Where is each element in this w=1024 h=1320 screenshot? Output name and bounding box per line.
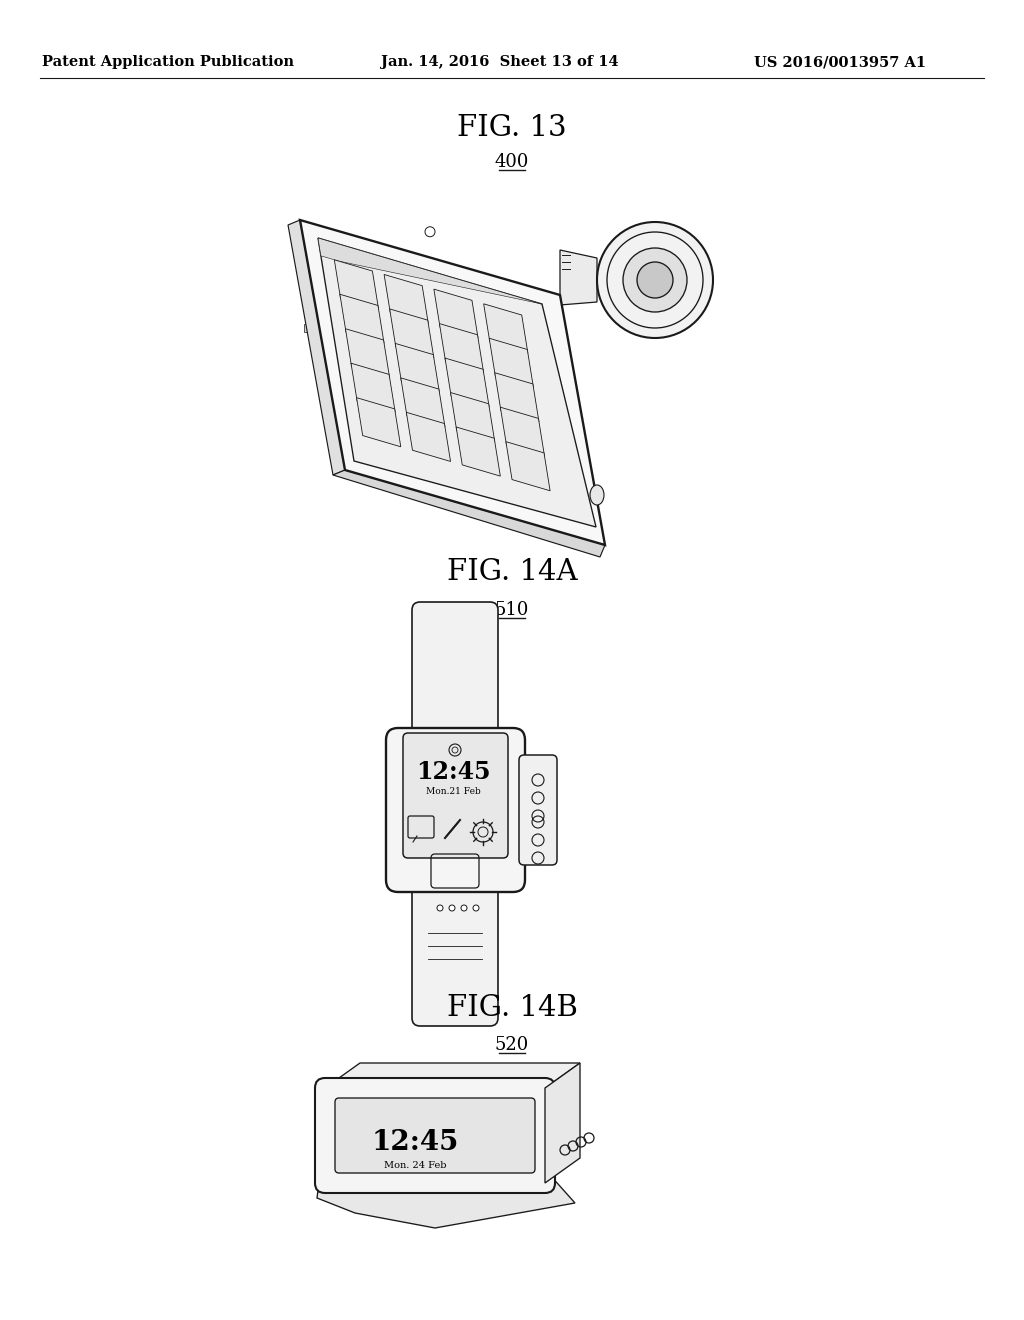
Polygon shape: [288, 220, 345, 475]
Text: FIG. 14B: FIG. 14B: [446, 994, 578, 1022]
Polygon shape: [356, 397, 400, 446]
Text: 400: 400: [495, 153, 529, 172]
FancyBboxPatch shape: [315, 1078, 555, 1193]
Polygon shape: [489, 338, 534, 387]
Polygon shape: [317, 1175, 575, 1228]
FancyBboxPatch shape: [412, 602, 498, 748]
Polygon shape: [506, 442, 550, 491]
FancyBboxPatch shape: [412, 870, 498, 1026]
Polygon shape: [325, 1063, 580, 1088]
Polygon shape: [318, 238, 596, 527]
Polygon shape: [501, 407, 545, 457]
Polygon shape: [333, 470, 605, 557]
Text: 12:45: 12:45: [416, 760, 490, 784]
Text: FIG. 14A: FIG. 14A: [446, 558, 578, 586]
Polygon shape: [345, 329, 390, 378]
FancyBboxPatch shape: [386, 729, 525, 892]
Circle shape: [623, 248, 687, 312]
Polygon shape: [560, 249, 597, 305]
Circle shape: [473, 906, 479, 911]
Circle shape: [461, 906, 467, 911]
Polygon shape: [384, 275, 428, 323]
Polygon shape: [456, 426, 501, 477]
Polygon shape: [304, 304, 310, 312]
Polygon shape: [304, 323, 310, 331]
Polygon shape: [434, 289, 478, 338]
Polygon shape: [545, 1063, 580, 1183]
Polygon shape: [495, 372, 539, 422]
Text: Jan. 14, 2016  Sheet 13 of 14: Jan. 14, 2016 Sheet 13 of 14: [381, 55, 618, 69]
Text: Mon.21 Feb: Mon.21 Feb: [426, 788, 480, 796]
Polygon shape: [407, 412, 451, 462]
Polygon shape: [300, 220, 605, 545]
Circle shape: [597, 222, 713, 338]
FancyBboxPatch shape: [519, 755, 557, 865]
Circle shape: [437, 906, 443, 911]
Polygon shape: [390, 309, 434, 358]
Text: 520: 520: [495, 1036, 529, 1053]
Ellipse shape: [590, 484, 604, 506]
Text: 12:45: 12:45: [372, 1130, 459, 1156]
Circle shape: [449, 906, 455, 911]
Text: 510: 510: [495, 601, 529, 619]
Polygon shape: [400, 378, 445, 426]
Polygon shape: [395, 343, 439, 392]
Polygon shape: [304, 284, 310, 292]
Polygon shape: [318, 238, 542, 304]
Text: US 2016/0013957 A1: US 2016/0013957 A1: [754, 55, 926, 69]
Circle shape: [637, 261, 673, 298]
Text: Mon. 24 Feb: Mon. 24 Feb: [384, 1160, 446, 1170]
FancyBboxPatch shape: [335, 1098, 535, 1173]
Polygon shape: [483, 304, 527, 352]
Polygon shape: [351, 363, 395, 412]
FancyBboxPatch shape: [403, 733, 508, 858]
Polygon shape: [451, 392, 495, 442]
Text: Patent Application Publication: Patent Application Publication: [42, 55, 294, 69]
Polygon shape: [439, 323, 483, 372]
Text: FIG. 13: FIG. 13: [457, 114, 567, 143]
Polygon shape: [445, 358, 489, 407]
Polygon shape: [334, 260, 379, 309]
Polygon shape: [340, 294, 384, 343]
